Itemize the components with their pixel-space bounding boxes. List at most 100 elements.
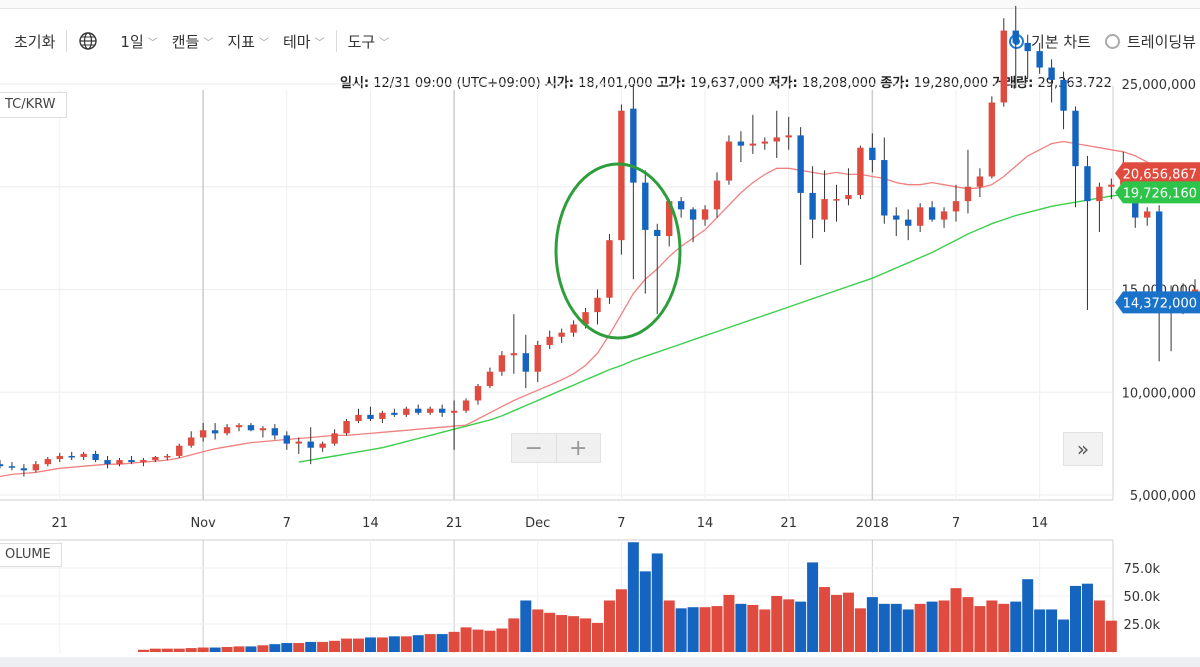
candle (642, 170, 649, 294)
y-tick-label: 10,000,000 (1122, 386, 1196, 401)
price-tag-label: 14,372,000 (1123, 296, 1197, 311)
candle (725, 135, 733, 185)
volume-bar (1046, 609, 1058, 652)
candle (618, 104, 625, 255)
candle (857, 145, 864, 200)
candle-body (1108, 184, 1115, 187)
volume-bar (496, 628, 508, 652)
zoom-out-button[interactable]: − (524, 435, 543, 461)
candle (964, 149, 972, 214)
candle-body (1012, 30, 1019, 43)
candle-body (570, 324, 577, 333)
chevron-down-icon: ﹀ (258, 37, 269, 49)
volume-bar (926, 601, 938, 652)
candle-body (462, 400, 470, 411)
price-tag-bg (1115, 181, 1200, 204)
candle (833, 184, 840, 222)
volume-bar (974, 606, 986, 652)
volume-bar (544, 612, 556, 652)
candle-body (8, 466, 16, 468)
tools-label: 도구 (347, 32, 376, 51)
candle-body (415, 408, 422, 413)
volume-bar (663, 600, 675, 652)
price-tag-bg (1115, 162, 1200, 185)
volume-bar (484, 630, 496, 652)
volume-bar (580, 618, 592, 652)
volume-bar (675, 608, 687, 652)
candle (367, 406, 374, 422)
candle-dropdown[interactable]: 캔들 ﹀ (165, 26, 221, 56)
volume-bar (532, 609, 544, 652)
scroll-latest-button[interactable]: » (1063, 432, 1103, 466)
candle (749, 114, 757, 154)
volume-bar (269, 644, 281, 652)
globe-icon (79, 32, 98, 50)
candle-body (331, 433, 338, 444)
candle (534, 340, 541, 382)
theme-dropdown[interactable]: 테마 ﹀ (276, 26, 332, 56)
candle-body (654, 229, 661, 237)
volume-bar (353, 638, 364, 652)
volume-bar (209, 647, 221, 652)
indicator-dropdown[interactable]: 지표 ﹀ (220, 26, 276, 56)
candle-body (474, 386, 482, 401)
candle (761, 137, 768, 150)
candle (20, 464, 28, 477)
period-label: 1일 (120, 32, 144, 51)
indicator-label: 지표 (227, 32, 255, 51)
volume-bar (305, 641, 317, 652)
chevron-down-icon: ﹀ (147, 37, 158, 49)
candle-body (1060, 79, 1067, 111)
candle (128, 455, 135, 465)
candle-body (367, 414, 374, 419)
candle-body (677, 201, 685, 210)
candle (1012, 5, 1019, 89)
volume-bar (699, 607, 711, 652)
candle-body (1096, 186, 1103, 202)
reset-button[interactable]: 초기화 (0, 26, 62, 56)
zoom-in-button[interactable]: + (555, 434, 601, 462)
candle-body (761, 141, 768, 144)
candle-body (905, 219, 912, 226)
chevron-down-icon: ﹀ (379, 37, 390, 49)
tradingview-radio[interactable]: 트레이딩뷰 (1098, 26, 1200, 56)
candle (80, 451, 87, 461)
candle (283, 431, 290, 450)
volume-bar (341, 638, 353, 652)
candle-body (0, 464, 4, 467)
candle (952, 184, 960, 222)
candle (462, 398, 470, 413)
candle (594, 289, 601, 325)
candle (916, 203, 924, 232)
candle-body (988, 102, 996, 177)
x-tick-label: 2018 (856, 516, 889, 531)
candle (415, 404, 422, 415)
price-tag: 14,372,000 (1115, 291, 1200, 314)
candle-body (427, 408, 434, 413)
candle-body (56, 455, 63, 460)
volume-bar (508, 618, 520, 652)
candle (486, 367, 494, 389)
candle (427, 406, 434, 415)
volume-bar (854, 608, 866, 652)
y-tick-label: 25,000,000 (1122, 78, 1196, 93)
candle-body (773, 137, 780, 142)
candle (1096, 182, 1103, 232)
volume-bar (998, 603, 1010, 652)
volume-tick-label: 75.0k (1124, 562, 1161, 577)
candle-body (20, 468, 28, 471)
price-tag-label: 20,656,867 (1123, 167, 1197, 182)
period-dropdown[interactable]: 1일 ﹀ (113, 26, 164, 56)
candle-body (582, 312, 589, 325)
candle-body (546, 336, 553, 345)
volume-bar (747, 604, 759, 652)
volume-bar (639, 571, 651, 652)
volume-bar (1058, 619, 1070, 652)
volume-bar (137, 649, 149, 652)
x-tick-label: 7 (617, 516, 625, 531)
tools-dropdown[interactable]: 도구 ﹀ (341, 26, 397, 56)
settings-button[interactable] (71, 26, 105, 56)
candle (104, 455, 111, 469)
candle (271, 424, 279, 440)
